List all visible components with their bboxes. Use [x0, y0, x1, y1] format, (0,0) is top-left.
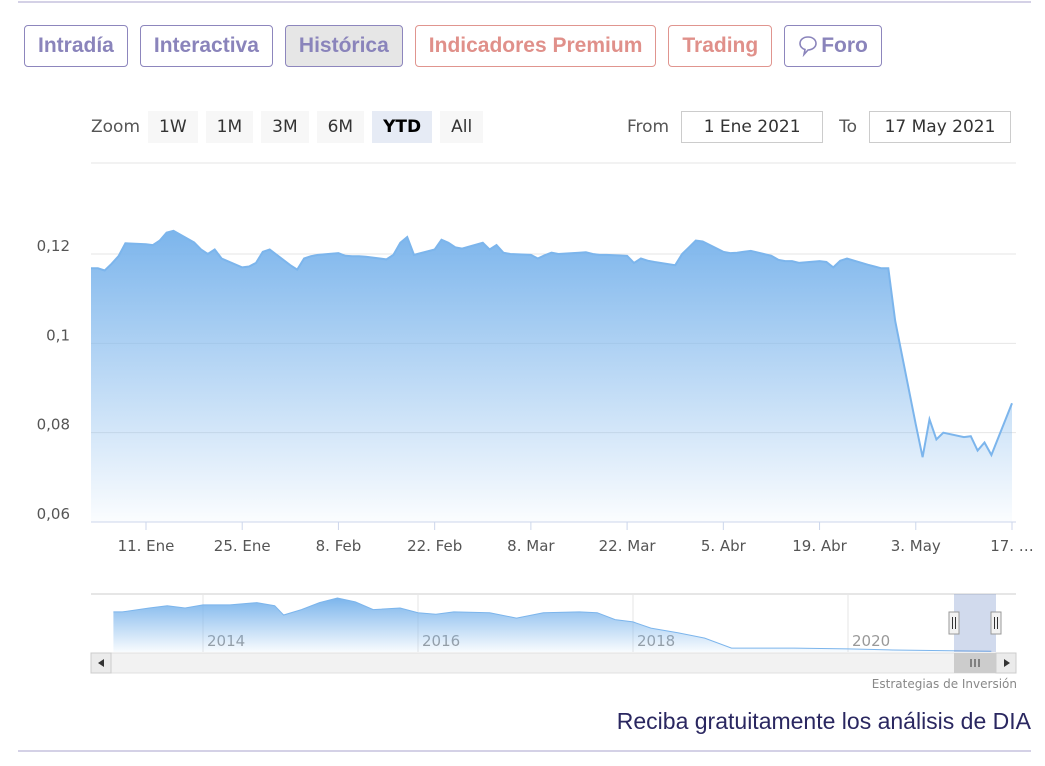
x-tick-label: 17. …	[990, 537, 1034, 555]
range-selector: Zoom 1W 1M 3M 6M YTD All	[91, 111, 491, 143]
tab-trading[interactable]: Trading	[668, 25, 773, 67]
range-3m-button[interactable]: 3M	[261, 111, 309, 143]
to-label: To	[839, 117, 858, 137]
from-date-input[interactable]: 1 Ene 2021	[681, 111, 824, 143]
range-all-button[interactable]: All	[440, 111, 484, 143]
zoom-label: Zoom	[91, 117, 141, 137]
from-label: From	[627, 117, 670, 137]
to-date-input[interactable]: 17 May 2021	[869, 111, 1012, 143]
bottom-divider	[18, 750, 1031, 752]
tab-label: Histórica	[298, 34, 389, 57]
navigator-selected-range	[954, 594, 996, 652]
y-tick-label: 0,12	[37, 237, 70, 255]
price-chart: 11. Ene 25. Ene 8. Feb 22. Feb 8. Mar 22. Mar…	[37, 162, 1034, 674]
tab-foro[interactable]: Foro	[784, 25, 882, 67]
navigator-line	[113, 597, 992, 652]
tab-label: Interactiva	[153, 34, 259, 57]
arrow-left-icon	[98, 659, 104, 667]
price-area	[91, 230, 1012, 523]
chart-tabs: Intradía Interactiva Histórica Indicador…	[24, 25, 882, 67]
date-range: From 1 Ene 2021 To 17 May 2021	[627, 111, 1012, 143]
x-tick-label: 22. Mar	[599, 537, 657, 555]
tab-label: Intradía	[38, 34, 114, 57]
top-divider	[18, 1, 1031, 3]
y-tick-label: 0,06	[37, 505, 70, 523]
range-ytd-button[interactable]: YTD	[372, 111, 433, 143]
tab-indicadores-premium[interactable]: Indicadores Premium	[414, 25, 657, 67]
x-tick-label: 3. May	[891, 537, 941, 555]
navigator-handle[interactable]	[990, 611, 1002, 635]
arrow-right-icon	[1004, 659, 1010, 667]
x-tick-label: 8. Mar	[507, 537, 555, 555]
speech-bubble-icon	[799, 36, 818, 57]
price-line	[90, 229, 1013, 458]
tab-label: Indicadores Premium	[428, 34, 643, 57]
tab-label: Trading	[682, 34, 759, 57]
x-tick-label: 11. Ene	[118, 537, 175, 555]
credit-link[interactable]: Estrategias de Inversión	[871, 677, 1017, 691]
handle-grip	[990, 611, 1002, 635]
x-tick-label: 22. Feb	[407, 537, 462, 555]
tab-interactiva[interactable]: Interactiva	[139, 25, 273, 67]
cta-text[interactable]: Reciba gratuitamente los análisis de DIA	[616, 708, 1031, 734]
x-tick-label: 25. Ene	[214, 537, 271, 555]
scrollbar-track[interactable]	[90, 652, 1017, 674]
navigator-handle[interactable]	[948, 611, 960, 635]
tab-intradia[interactable]: Intradía	[24, 25, 128, 67]
y-tick-label: 0,08	[37, 416, 70, 434]
range-6m-button[interactable]: 6M	[316, 111, 365, 143]
handle-grip	[948, 611, 960, 635]
navigator-area	[113, 598, 992, 652]
range-1m-button[interactable]: 1M	[205, 111, 254, 143]
tab-label: Foro	[821, 34, 868, 57]
x-tick-label: 19. Abr	[792, 537, 847, 555]
y-tick-label: 0,1	[46, 326, 70, 344]
x-tick-label: 5. Abr	[701, 537, 747, 555]
navigator-year-label: 2020	[852, 632, 890, 650]
tab-historica[interactable]: Histórica	[284, 25, 403, 67]
x-tick-label: 8. Feb	[316, 537, 362, 555]
range-1w-button[interactable]: 1W	[148, 111, 198, 143]
